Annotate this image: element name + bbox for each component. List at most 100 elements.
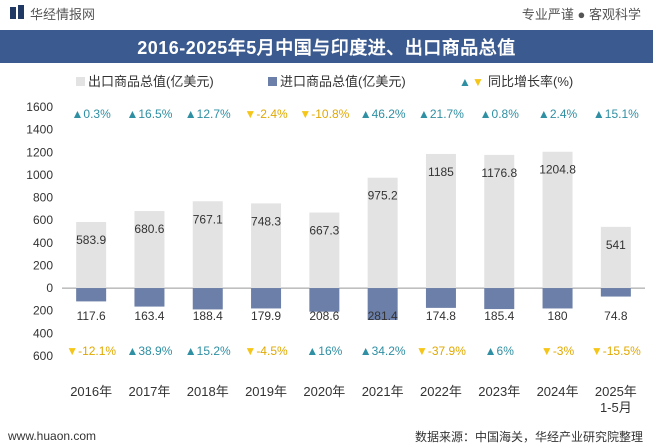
import-value-label: 185.4 — [484, 309, 514, 323]
legend-export-swatch — [76, 77, 85, 86]
chart-title: 2016-2025年5月中国与印度进、出口商品总值 — [137, 37, 516, 58]
svg-text:▲16.5%: ▲16.5% — [126, 107, 172, 121]
svg-text:▲0.3%: ▲0.3% — [72, 107, 112, 121]
import-bar[interactable] — [76, 288, 107, 302]
svg-text:▲0.8%: ▲0.8% — [480, 107, 520, 121]
legend-growth-label: 同比增长率(%) — [488, 74, 573, 89]
import-bar[interactable] — [251, 288, 282, 309]
import-value-label: 281.4 — [368, 309, 398, 323]
up-triangle-icon: ▲ — [538, 107, 550, 121]
bar-series — [76, 151, 631, 320]
import-growth-label: ▲34.2% — [360, 344, 406, 358]
svg-text:▲6%: ▲6% — [485, 344, 515, 358]
import-bar[interactable] — [600, 288, 631, 297]
tagline: 专业严谨 ● 客观科学 — [521, 6, 641, 22]
y-axis: 1600 1400 1200 1000 800 600 400 200 0 200 400 600 — [26, 100, 645, 363]
import-bar[interactable] — [542, 288, 573, 309]
import-value-label: 117.6 — [77, 309, 106, 323]
growth-value: 38.9% — [138, 344, 172, 358]
down-triangle-icon: ▼ — [244, 107, 256, 121]
import-bar[interactable] — [484, 288, 515, 310]
export-bar[interactable] — [192, 201, 223, 289]
export-bar[interactable] — [251, 203, 282, 289]
svg-text:▲12.7%: ▲12.7% — [185, 107, 231, 121]
growth-value: -4.5% — [256, 344, 288, 358]
svg-text:▼-2.4%: ▼-2.4% — [244, 107, 288, 121]
export-growth-label: ▲46.2% — [360, 107, 406, 121]
growth-value: 16% — [318, 344, 342, 358]
import-growth-label: ▼-37.9% — [416, 344, 466, 358]
x-tick-label: 2022年 — [420, 384, 462, 399]
export-bar[interactable] — [309, 212, 340, 289]
y-tick-label: 800 — [33, 191, 53, 205]
svg-text:▼-37.9%: ▼-37.9% — [416, 344, 466, 358]
import-growth-label: ▲6% — [485, 344, 515, 358]
export-growth-label: ▲12.7% — [185, 107, 231, 121]
import-value-label: 208.6 — [309, 309, 339, 323]
export-bar[interactable] — [542, 151, 573, 289]
svg-text:▲16%: ▲16% — [306, 344, 342, 358]
growth-value: 12.7% — [197, 107, 231, 121]
legend-up-marker-icon: ▲ — [459, 75, 471, 89]
export-value-label: 748.3 — [251, 214, 281, 228]
export-value-label: 583.9 — [76, 233, 106, 247]
brand[interactable]: 华经情报网 — [10, 4, 95, 23]
y-tick-label: 600 — [33, 213, 53, 227]
svg-text:▲15.2%: ▲15.2% — [185, 344, 231, 358]
growth-value: 34.2% — [372, 344, 406, 358]
down-triangle-icon: ▼ — [541, 344, 553, 358]
data-labels: 583.9 117.6 680.6 163.4 767.1 188.4 748.3 179.9… — [76, 163, 628, 323]
import-bar[interactable] — [309, 288, 340, 312]
export-bar[interactable] — [600, 226, 631, 289]
growth-value: -3% — [553, 344, 575, 358]
import-value-label: 74.8 — [604, 309, 628, 323]
x-tick-label: 2018年 — [187, 384, 229, 399]
export-growth-label: ▲16.5% — [126, 107, 172, 121]
x-axis-labels: 2016年 2017年 2018年 2019年 2020年 2021年 2022年 2023年… — [70, 384, 637, 415]
export-value-label: 1204.8 — [539, 163, 576, 177]
y-tick-label: 0 — [46, 281, 53, 295]
export-value-label: 975.2 — [368, 189, 398, 203]
export-value-label: 1176.8 — [481, 166, 517, 180]
import-growth-label: ▼-12.1% — [66, 344, 116, 358]
chart: 出口商品总值(亿美元) 进口商品总值(亿美元) ▲ ▼ 同比增长率(%) 160… — [26, 74, 645, 415]
up-triangle-icon: ▲ — [485, 344, 497, 358]
y-tick-label: 1000 — [26, 168, 53, 182]
growth-value: 0.3% — [83, 107, 111, 121]
up-triangle-icon: ▲ — [418, 107, 430, 121]
export-value-label: 1185 — [428, 165, 454, 179]
growth-value: 16.5% — [138, 107, 172, 121]
growth-value: -37.9% — [428, 344, 466, 358]
import-bar[interactable] — [192, 288, 223, 310]
export-value-label: 667.3 — [309, 224, 339, 238]
import-bar[interactable] — [134, 288, 165, 307]
svg-text:▲15.1%: ▲15.1% — [593, 107, 639, 121]
brand-logo-icon — [10, 5, 24, 19]
export-growth-label: ▲0.3% — [72, 107, 112, 121]
export-value-label: 680.6 — [134, 222, 164, 236]
growth-value: -2.4% — [256, 107, 288, 121]
export-bar[interactable] — [76, 222, 107, 289]
svg-text:▼-15.5%: ▼-15.5% — [591, 344, 641, 358]
export-value-label: 767.1 — [193, 212, 223, 226]
y-tick-label: 600 — [33, 349, 53, 363]
legend-down-marker-icon: ▼ — [472, 75, 484, 89]
export-bar[interactable] — [425, 153, 456, 289]
import-bar[interactable] — [425, 288, 456, 308]
legend-export-label: 出口商品总值(亿美元) — [88, 74, 214, 89]
top-bar: 华经情报网 专业严谨 ● 客观科学 — [0, 0, 653, 26]
x-tick-label: 2025年 — [595, 384, 637, 399]
up-triangle-icon: ▲ — [185, 107, 197, 121]
export-bar[interactable] — [484, 154, 515, 289]
export-bar[interactable] — [134, 211, 165, 289]
legend-import-swatch — [268, 77, 277, 86]
import-value-label: 188.4 — [193, 309, 223, 323]
up-triangle-icon: ▲ — [72, 107, 84, 121]
site-url[interactable]: www.huaon.com — [8, 429, 97, 443]
up-triangle-icon: ▲ — [593, 107, 605, 121]
growth-value: 6% — [497, 344, 515, 358]
import-bar[interactable] — [367, 288, 398, 320]
y-tick-label: 400 — [33, 326, 53, 340]
x-tick-label: 2020年 — [303, 384, 345, 399]
export-bar[interactable] — [367, 177, 398, 289]
